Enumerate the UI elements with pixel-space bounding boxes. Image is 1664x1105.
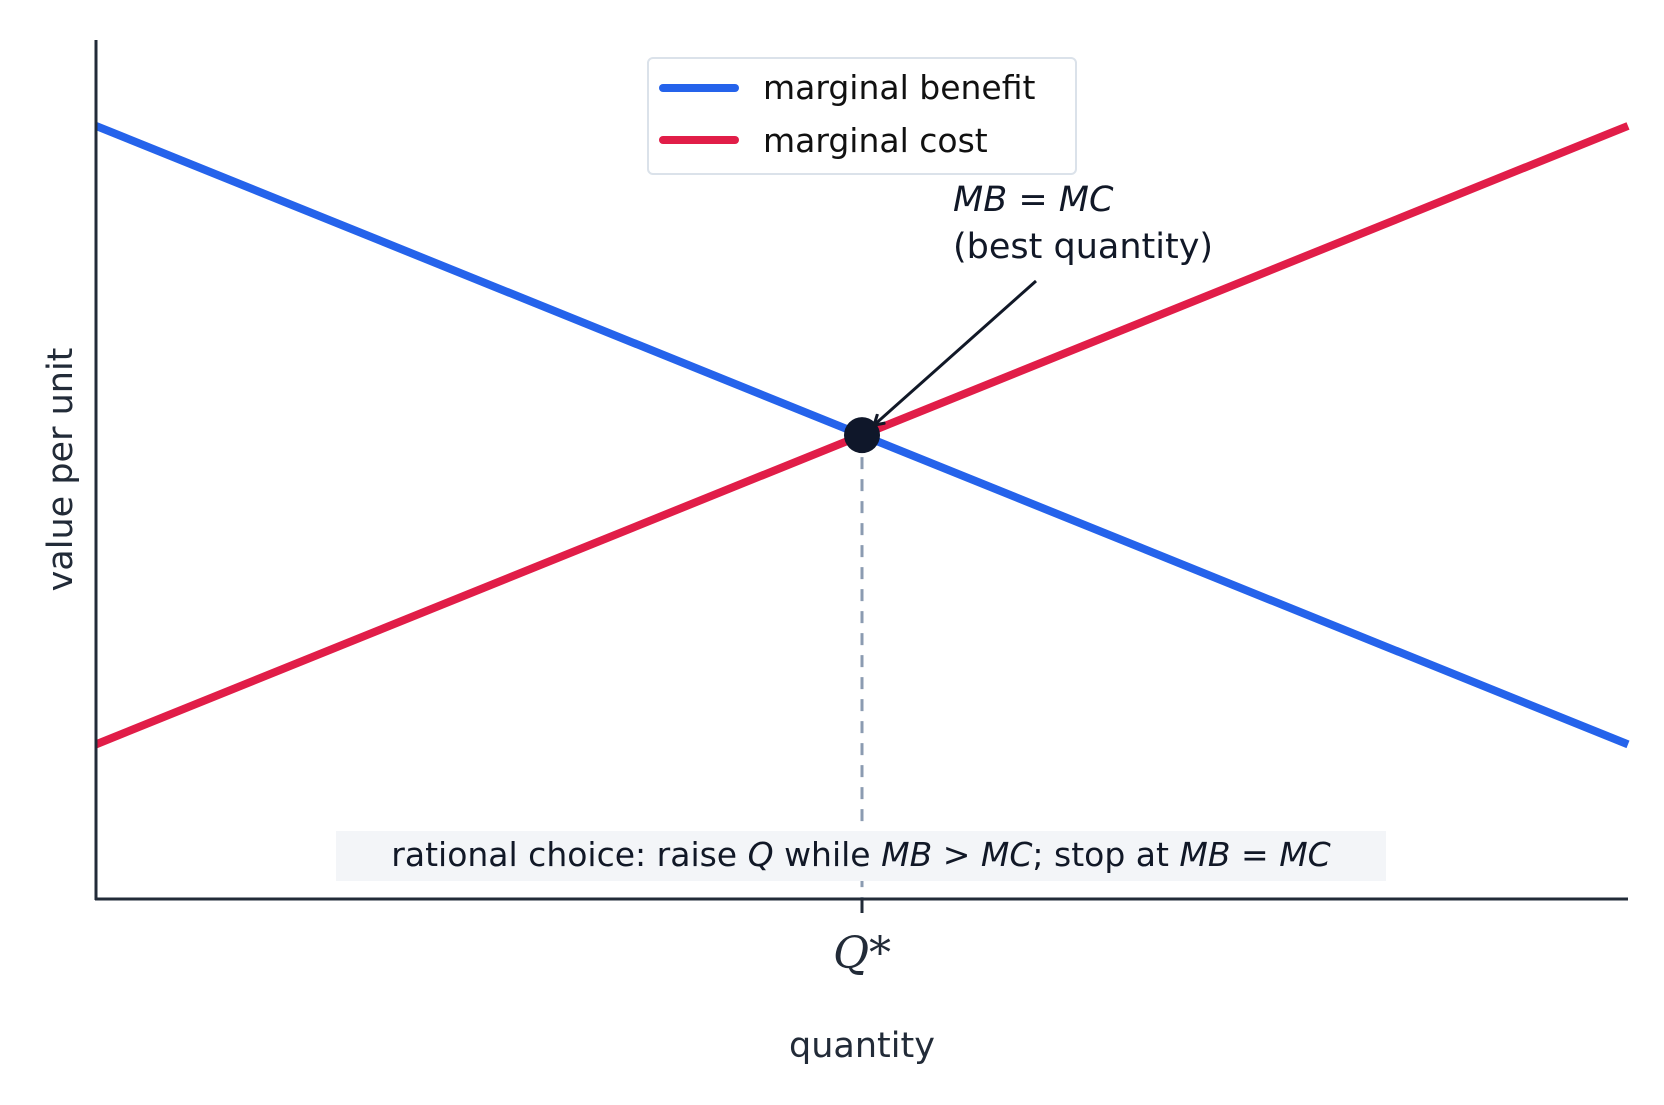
legend-label-marginal-cost: marginal cost xyxy=(763,121,988,160)
legend: marginal benefit marginal cost xyxy=(647,57,1077,175)
x-tick-label-q-star: Q* xyxy=(833,928,891,979)
equilibrium-point xyxy=(844,417,880,454)
annotation-best-quantity: (best quantity) xyxy=(953,227,1213,267)
note-background xyxy=(336,831,1386,881)
rational-choice-note: rational choice: raise Q while MB > MC; … xyxy=(391,835,1330,874)
annotation-arrow xyxy=(874,279,1037,425)
y-axis-label: value per unit xyxy=(41,348,81,592)
legend-box xyxy=(647,57,1077,175)
legend-label-marginal-benefit: marginal benefit xyxy=(763,68,1036,107)
annotation-mb-equals-mc: MB = MC xyxy=(953,180,1114,220)
x-axis-label: quantity xyxy=(789,1026,935,1066)
